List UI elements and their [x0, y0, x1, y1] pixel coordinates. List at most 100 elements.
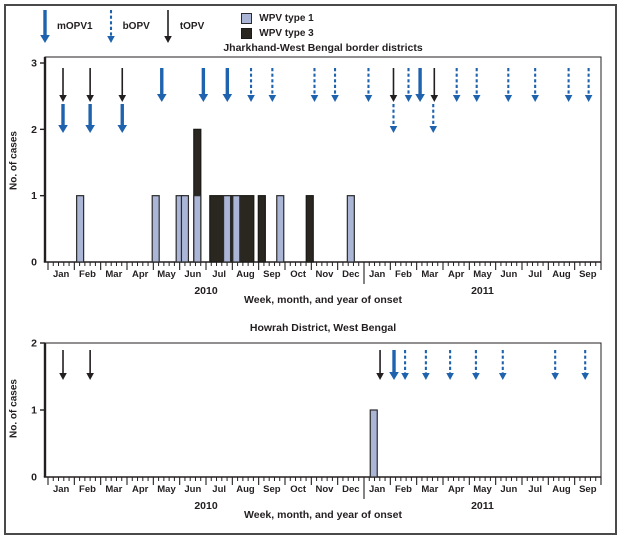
- legend-label-wpv3: WPV type 3: [259, 28, 314, 39]
- month-label: Jan: [53, 269, 70, 280]
- x-axis-label-top: Week, month, and year of onset: [244, 294, 402, 306]
- campaign-arrowhead-mOPV1: [222, 94, 233, 102]
- campaign-arrowhead-bOPV: [564, 95, 573, 102]
- topv-arrow-icon: [161, 8, 175, 45]
- chart-top: 0 1 2 3 Jan Feb Mar Apr May Jun Jul Aug Sep Oct Nov Dec…: [31, 56, 602, 297]
- legend-label-mopv1: mOPV1: [57, 20, 93, 32]
- case-bar-wpv1: [180, 195, 190, 263]
- month-label: Aug: [552, 484, 571, 495]
- campaign-arrowhead-mOPV1: [389, 372, 399, 380]
- month-label: Aug: [236, 269, 255, 280]
- month-label: May: [473, 484, 492, 495]
- campaign-arrowhead-mOPV1: [58, 125, 68, 133]
- month-label: Aug: [236, 484, 255, 495]
- month-label: May: [157, 484, 176, 495]
- campaign-arrowhead-tOPV: [376, 373, 384, 380]
- month-label: May: [157, 269, 176, 280]
- campaign-arrowhead-bOPV: [584, 95, 593, 102]
- y-tick-label: 3: [31, 58, 37, 70]
- y-tick-label: 1: [31, 190, 37, 202]
- month-label: Jun: [500, 269, 517, 280]
- campaign-arrowhead-mOPV1: [415, 94, 425, 102]
- year-label: 2011: [471, 285, 494, 297]
- case-bar-wpv1: [151, 195, 160, 263]
- legend-item-bopv: bOPV: [104, 8, 150, 45]
- month-label: Feb: [395, 484, 412, 495]
- month-label: Jun: [184, 269, 201, 280]
- campaign-arrowhead-bOPV: [429, 126, 438, 133]
- legend-item-wpv1: WPV type 1: [241, 13, 314, 24]
- campaign-arrowhead-bOPV: [504, 95, 513, 102]
- month-label: Feb: [79, 484, 96, 495]
- legend-arrow-canvas: [40, 9, 50, 43]
- legend: mOPV1 bOPV tOPV WPV type 1 WPV type 3: [38, 6, 314, 46]
- legend-series: WPV type 1 WPV type 3: [241, 13, 314, 39]
- month-label: Feb: [79, 269, 96, 280]
- year-label: 2010: [194, 500, 218, 512]
- legend-arrow-canvas: [164, 9, 172, 43]
- month-label: May: [473, 269, 492, 280]
- month-label: Oct: [290, 269, 307, 280]
- legend-label-wpv1: WPV type 1: [259, 13, 314, 24]
- month-label: Sep: [263, 484, 281, 495]
- campaign-arrowhead-bOPV: [106, 35, 115, 43]
- campaign-arrowhead-tOPV: [118, 95, 127, 102]
- case-bar-wpv1: [222, 195, 232, 263]
- campaign-arrowhead-bOPV: [551, 373, 559, 380]
- y-tick-label: 0: [31, 257, 37, 269]
- month-label: Oct: [290, 484, 307, 495]
- month-label: Nov: [316, 484, 335, 495]
- month-label: Mar: [105, 269, 122, 280]
- campaign-arrowhead-bOPV: [268, 95, 277, 102]
- legend-item-mopv1: mOPV1: [38, 8, 93, 45]
- case-bar-wpv1: [232, 195, 241, 263]
- campaign-arrowhead-bOPV: [452, 95, 461, 102]
- month-label: Jul: [528, 484, 542, 495]
- campaign-arrowhead-bOPV: [310, 95, 319, 102]
- legend-item-topv: tOPV: [161, 8, 204, 45]
- y-tick-label: 0: [31, 472, 37, 484]
- campaign-arrowhead-mOPV1: [156, 94, 167, 102]
- month-label: Jan: [369, 484, 386, 495]
- case-bar-wpv1: [369, 409, 378, 478]
- y-tick-label: 1: [31, 405, 37, 417]
- legend-label-bopv: bOPV: [122, 20, 150, 32]
- month-label: Jun: [500, 484, 517, 495]
- y-axis-label-bottom: No. of cases: [8, 379, 20, 438]
- y-axis-label-top: No. of cases: [8, 131, 20, 190]
- campaign-arrowhead-tOPV: [86, 95, 94, 102]
- chart-title-top: Jharkhand-West Bengal border districts: [223, 42, 423, 54]
- chart-title-bottom: Howrah District, West Bengal: [249, 322, 397, 334]
- month-label: Jul: [212, 269, 226, 280]
- legend-label-topv: tOPV: [179, 20, 205, 32]
- year-label: 2011: [471, 500, 494, 512]
- campaign-arrowhead-bOPV: [389, 126, 398, 133]
- month-label: Apr: [448, 484, 465, 495]
- wpv1-swatch-icon: [241, 13, 253, 24]
- campaign-arrowhead-bOPV: [247, 95, 255, 102]
- campaign-arrowhead-bOPV: [531, 95, 539, 102]
- campaign-arrowhead-bOPV: [472, 95, 481, 102]
- campaign-arrowhead-tOPV: [86, 373, 94, 380]
- campaign-arrowhead-mOPV1: [40, 34, 50, 43]
- month-label: Apr: [132, 484, 149, 495]
- campaign-arrowhead-bOPV: [581, 373, 589, 380]
- year-label: 2010: [194, 285, 218, 297]
- campaign-arrowhead-mOPV1: [117, 125, 128, 133]
- chart-bottom: 0 1 2 Jan Feb Mar Apr May Jun Jul Aug Sep Oct Nov Dec J…: [31, 338, 602, 512]
- month-label: Mar: [421, 269, 438, 280]
- case-bar-wpv1: [346, 195, 355, 263]
- month-label: Dec: [342, 269, 359, 280]
- month-label: Dec: [342, 484, 359, 495]
- case-bar-wpv3: [305, 195, 314, 263]
- month-label: Sep: [579, 269, 597, 280]
- campaign-arrowhead-tOPV: [164, 35, 172, 43]
- campaign-arrowhead-bOPV: [498, 373, 507, 380]
- month-label: Mar: [105, 484, 122, 495]
- legend-arrow-canvas: [106, 9, 115, 43]
- month-label: Feb: [395, 269, 412, 280]
- campaign-arrowhead-bOPV: [404, 95, 413, 102]
- x-axis-label-bottom: Week, month, and year of onset: [244, 509, 402, 521]
